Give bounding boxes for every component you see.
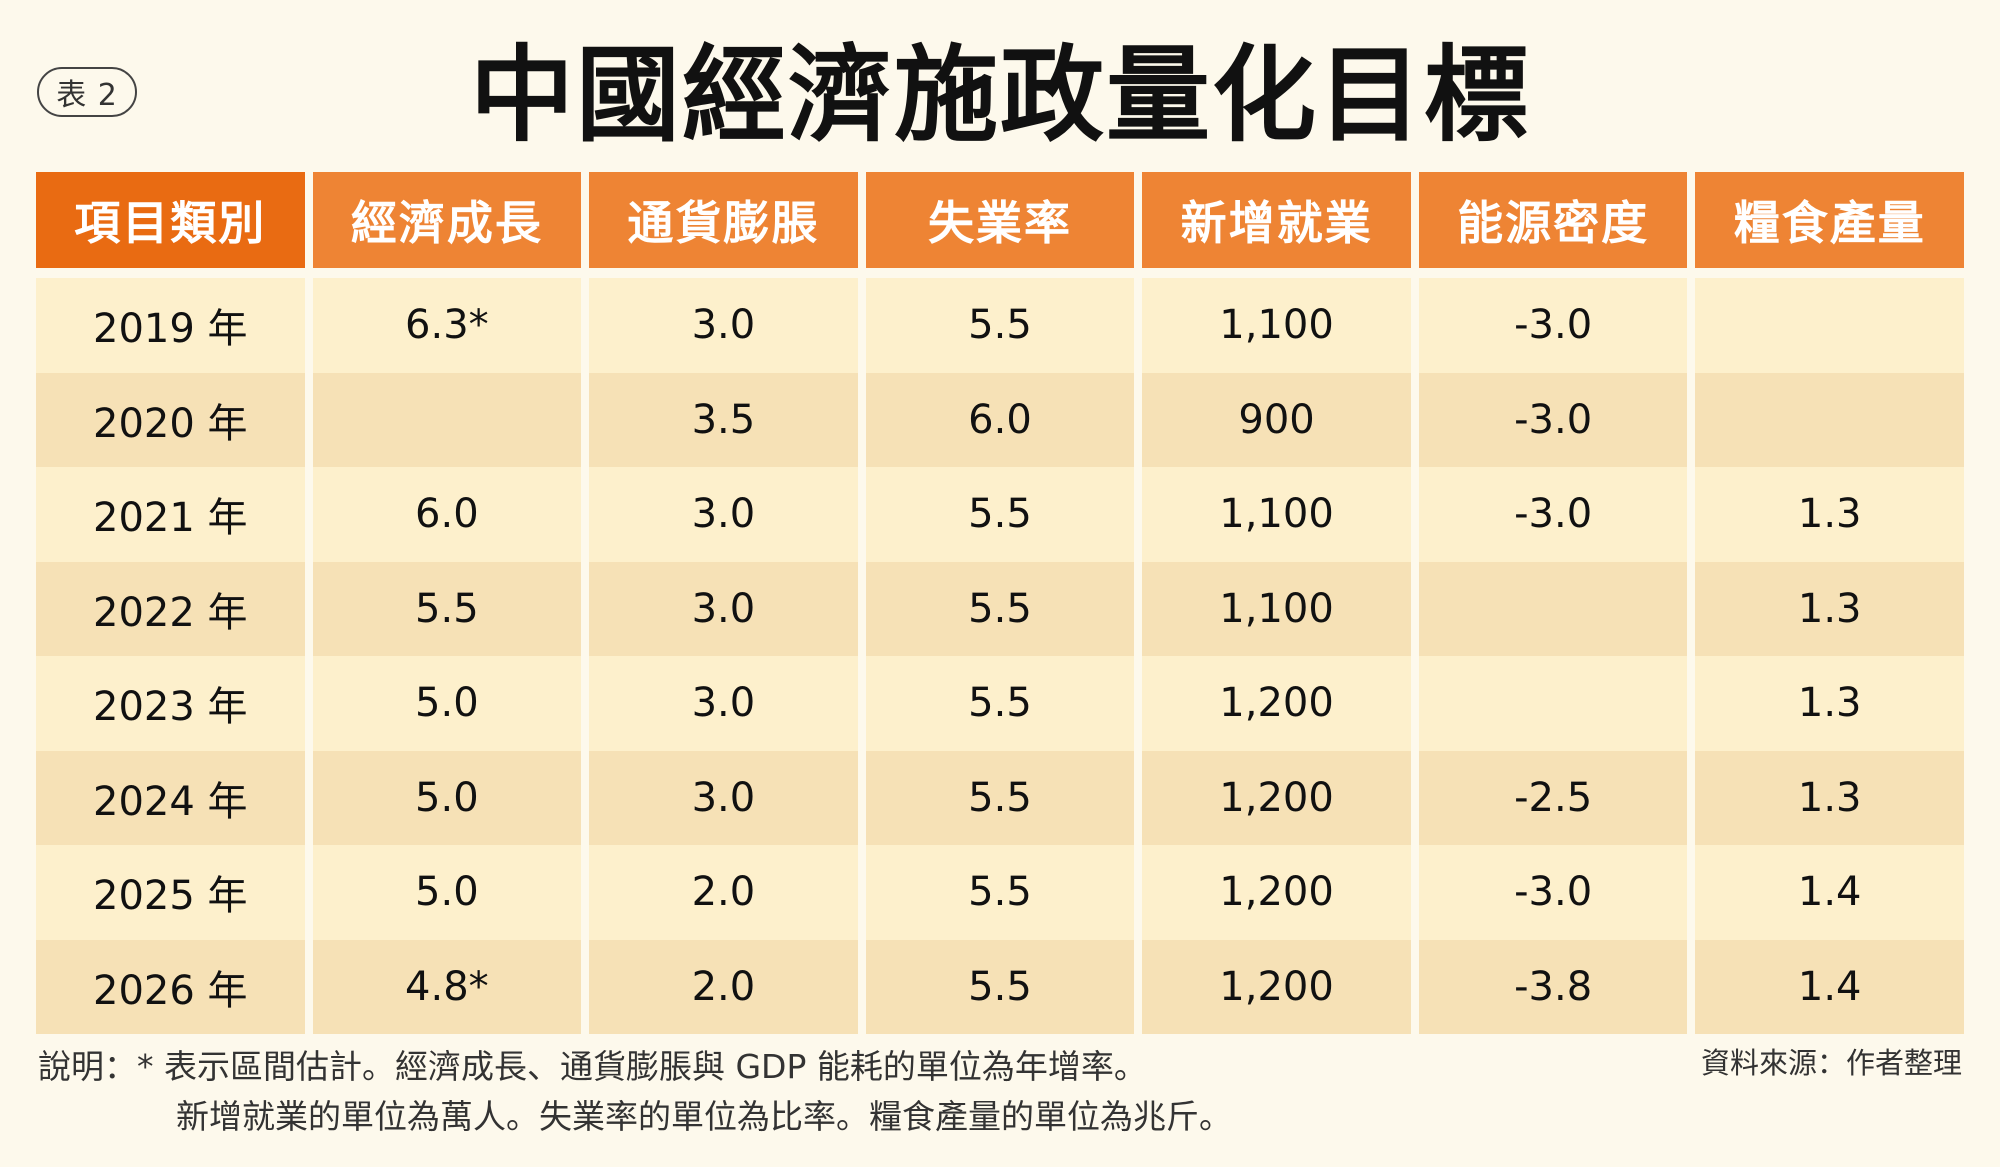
table-cell: 5.5	[865, 845, 1135, 940]
source-credit: 資料來源：作者整理	[1700, 1046, 1962, 1080]
table-cell: 2.0	[589, 939, 858, 1034]
table-row-year: 2026 年	[36, 939, 305, 1034]
table-row-year: 2021 年	[36, 467, 305, 562]
table-cell: 1,200	[1142, 845, 1411, 940]
table-cell: 1,100	[1142, 561, 1411, 656]
table-number-badge: 表 2	[37, 67, 137, 117]
table-cell: 1.3	[1695, 656, 1964, 751]
table-cell: -3.8	[1418, 939, 1688, 1034]
table-cell	[312, 372, 582, 467]
table-cell: 5.0	[312, 750, 582, 845]
header-economic-growth: 經濟成長	[312, 172, 582, 268]
table-row-year: 2024 年	[36, 750, 305, 845]
table-cell: 3.0	[589, 750, 858, 845]
table-cell: 3.0	[589, 467, 858, 562]
table-cell: -3.0	[1418, 372, 1688, 467]
table-cell: 5.5	[865, 656, 1135, 751]
table-cell: 1.4	[1695, 939, 1964, 1034]
table-cell: 5.0	[312, 656, 582, 751]
header-energy-intensity: 能源密度	[1418, 172, 1688, 268]
table-cell: 1,100	[1142, 467, 1411, 562]
footnote-line-2: 新增就業的單位為萬人。失業率的單位為比率。糧食產量的單位為兆斤。	[176, 1097, 1232, 1136]
table-cell	[1418, 561, 1688, 656]
table-cell: -3.0	[1418, 278, 1688, 373]
table-cell: 3.0	[589, 656, 858, 751]
table-cell: 6.3*	[312, 278, 582, 373]
header-grain-output: 糧食產量	[1695, 172, 1964, 268]
data-table: 項目類別 經濟成長 通貨膨脹 失業率 新增就業 能源密度 糧食產量 2019 年…	[36, 172, 1964, 1034]
table-row-year: 2023 年	[36, 656, 305, 751]
table-cell: 1.3	[1695, 561, 1964, 656]
table-cell: 5.5	[865, 278, 1135, 373]
header-unemployment: 失業率	[865, 172, 1135, 268]
table-cell: 2.0	[589, 845, 858, 940]
table-cell	[1695, 372, 1964, 467]
table-cell: 6.0	[312, 467, 582, 562]
table-cell	[1695, 278, 1964, 373]
table-cell: 3.0	[589, 278, 858, 373]
table-row-year: 2022 年	[36, 561, 305, 656]
table-cell: 5.5	[865, 467, 1135, 562]
table-cell: 1,200	[1142, 656, 1411, 751]
table-cell: 1,200	[1142, 939, 1411, 1034]
table-cell: -3.0	[1418, 845, 1688, 940]
table-cell: 4.8*	[312, 939, 582, 1034]
table-cell: 5.5	[865, 561, 1135, 656]
table-cell: 1.3	[1695, 467, 1964, 562]
table-cell: 1,100	[1142, 278, 1411, 373]
table-row-year: 2019 年	[36, 278, 305, 373]
table-row-year: 2020 年	[36, 372, 305, 467]
table-cell: 3.0	[589, 561, 858, 656]
table-cell: 6.0	[865, 372, 1135, 467]
footnote: 說明：* 表示區間估計。經濟成長、通貨膨脹與 GDP 能耗的單位為年增率。 新增…	[38, 1042, 1232, 1142]
header-inflation: 通貨膨脹	[589, 172, 858, 268]
table-cell: -2.5	[1418, 750, 1688, 845]
footnote-line-1: 說明：* 表示區間估計。經濟成長、通貨膨脹與 GDP 能耗的單位為年增率。	[38, 1047, 1147, 1086]
table-cell: 1.4	[1695, 845, 1964, 940]
table-cell: 1,200	[1142, 750, 1411, 845]
table-cell	[1418, 656, 1688, 751]
header-new-employment: 新增就業	[1142, 172, 1411, 268]
header-category: 項目類別	[36, 172, 305, 268]
table-cell: -3.0	[1418, 467, 1688, 562]
table-cell: 5.5	[865, 750, 1135, 845]
table-cell: 5.5	[865, 939, 1135, 1034]
table-cell: 900	[1142, 372, 1411, 467]
table-row-year: 2025 年	[36, 845, 305, 940]
table-cell: 5.0	[312, 845, 582, 940]
table-cell: 1.3	[1695, 750, 1964, 845]
table-cell: 5.5	[312, 561, 582, 656]
table-cell: 3.5	[589, 372, 858, 467]
page-title: 中國經濟施政量化目標	[469, 34, 1530, 156]
